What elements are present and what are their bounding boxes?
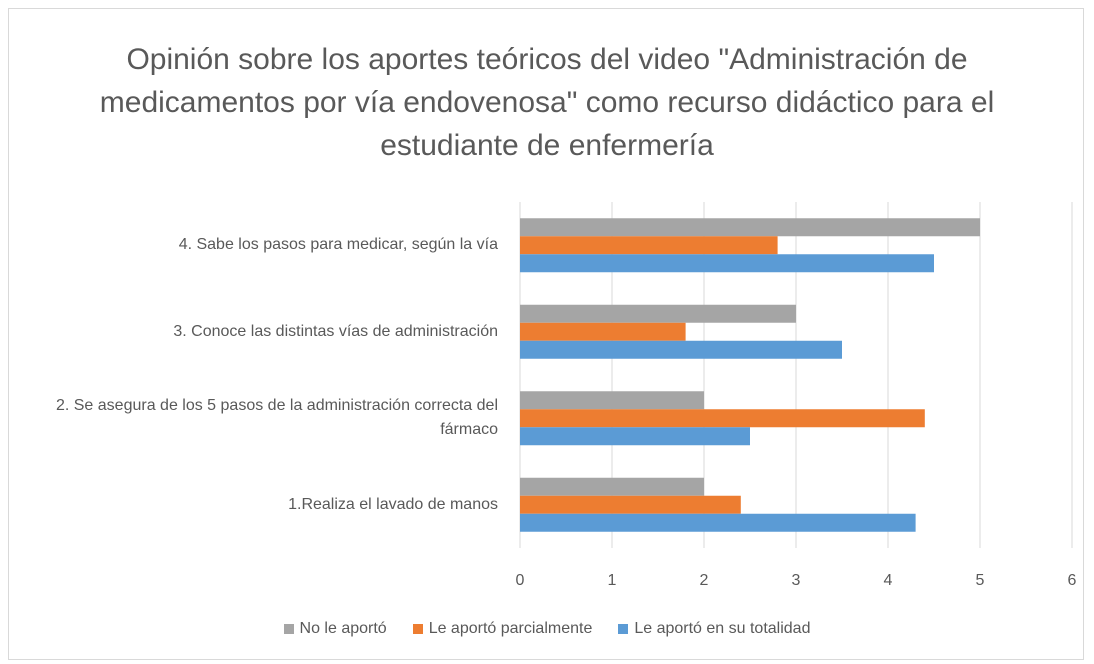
chart-border [8, 8, 1084, 660]
legend-label: No le aportó [299, 620, 387, 637]
bar [520, 427, 750, 446]
y-tick-label: 3. Conoce las distintas vías de administ… [173, 322, 498, 340]
x-tick-label: 6 [1067, 572, 1077, 589]
legend-swatch [618, 624, 629, 634]
bar [520, 254, 934, 273]
legend-item: Le aportó parcialmente [412, 620, 593, 638]
bar [520, 391, 704, 410]
legend-item: Le aportó en su totalidad [618, 620, 810, 638]
bar [520, 495, 741, 514]
bar [520, 340, 842, 359]
legend-swatch [412, 624, 423, 634]
bar [520, 477, 704, 496]
legend-item: No le aportó [283, 620, 387, 638]
legend-swatch [283, 624, 294, 634]
y-tick-label: 4. Sabe los pasos para medicar, según la… [178, 236, 498, 254]
x-tick-label: 2 [699, 572, 709, 589]
bar [520, 236, 778, 255]
x-tick-label: 1 [607, 572, 617, 589]
bar [520, 218, 980, 237]
bar [520, 304, 796, 323]
x-tick-label: 4 [883, 572, 893, 589]
bar [520, 322, 686, 341]
bar [520, 513, 916, 532]
legend-label: Le aportó en su totalidad [634, 620, 811, 637]
chart-title: Opinión sobre los aportes teóricos del v… [99, 43, 995, 162]
x-tick-label: 0 [515, 572, 525, 589]
bar [520, 409, 925, 428]
x-tick-label: 5 [975, 572, 985, 589]
legend: No le aportó Le aportó parcialmente Le apo… [0, 620, 1094, 638]
x-tick-label: 3 [791, 572, 801, 589]
y-tick-label: 2. Se asegura de los 5 pasos de la admin… [55, 397, 498, 439]
legend-label: Le aportó parcialmente [428, 620, 593, 637]
y-tick-label: 1.Realiza el lavado de manos [288, 495, 498, 513]
